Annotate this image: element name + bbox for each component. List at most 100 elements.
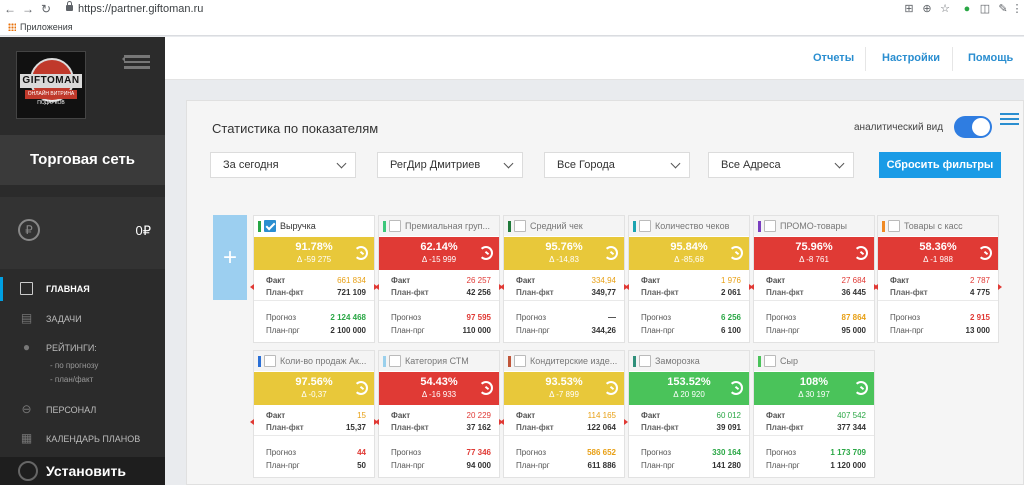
metric-checkbox[interactable] bbox=[764, 355, 776, 367]
sidebar-item-calendar[interactable]: ▦ КАЛЕНДАРЬ ПЛАНОВ bbox=[20, 431, 141, 445]
gauge-icon[interactable] bbox=[354, 246, 368, 260]
kpi-delta: Δ -7 899 bbox=[549, 390, 579, 399]
metric-checkbox[interactable] bbox=[639, 220, 651, 232]
metric-card-header[interactable]: Сыр bbox=[754, 351, 874, 371]
gauge-icon[interactable] bbox=[604, 246, 618, 260]
metric-card[interactable]: Товары с касс 58.36% Δ -1 988 Факт 2 787 План… bbox=[874, 215, 1002, 343]
reset-filters-button[interactable]: Сбросить фильтры bbox=[879, 152, 1001, 178]
analytic-view-toggle[interactable] bbox=[954, 116, 992, 138]
kpi-percent: 153.52% bbox=[667, 376, 711, 388]
metric-checkbox[interactable] bbox=[389, 355, 401, 367]
nav-settings[interactable]: Настройки bbox=[882, 52, 941, 64]
metric-checkbox[interactable] bbox=[514, 355, 526, 367]
nav-help[interactable]: Помощь bbox=[968, 52, 1014, 64]
ruble-icon: ₽ bbox=[18, 219, 40, 241]
gauge-icon[interactable] bbox=[729, 246, 743, 260]
nav-reports[interactable]: Отчеты bbox=[813, 52, 855, 64]
extension2-icon[interactable]: ◫ bbox=[979, 3, 991, 15]
metric-card[interactable]: Заморозка 153.52% Δ 20 920 Факт 60 012 План-ф… bbox=[628, 350, 750, 478]
translate-icon[interactable]: ⊞ bbox=[904, 3, 914, 15]
gauge-icon[interactable] bbox=[729, 381, 743, 395]
menu-dots-icon[interactable]: ⋮ bbox=[1011, 3, 1023, 15]
metric-card[interactable]: Сыр 108% Δ 30 197 Факт 407 542 План-фкт 377 34… bbox=[753, 350, 875, 478]
sidebar-sub-planfact[interactable]: - план/факт bbox=[50, 375, 94, 384]
gauge-icon[interactable] bbox=[479, 246, 493, 260]
metric-card-header[interactable]: Коли-во продаж Ак... bbox=[254, 351, 374, 371]
sidebar-sub-forecast[interactable]: - по прогнозу bbox=[50, 361, 99, 370]
gauge-icon[interactable] bbox=[354, 381, 368, 395]
plan-fact-value: 2 061 bbox=[720, 288, 741, 297]
metric-card-header[interactable]: Товары с касс bbox=[878, 216, 998, 236]
add-metric-button[interactable]: + bbox=[213, 215, 247, 300]
gauge-icon[interactable] bbox=[978, 246, 992, 260]
sidebar-item-main[interactable]: ГЛАВНАЯ bbox=[0, 277, 165, 301]
plan-fact-value: 36 445 bbox=[841, 288, 866, 297]
plan-fact-value: 122 064 bbox=[587, 423, 616, 432]
plan-prg-value: 95 000 bbox=[841, 326, 866, 335]
metric-card-header[interactable]: Выручка bbox=[254, 216, 374, 236]
metric-checkbox[interactable] bbox=[264, 355, 276, 367]
metric-card[interactable]: Выручка 91.78% Δ -59 275 Факт 661 834 План-фк… bbox=[250, 215, 378, 343]
star-icon[interactable]: ☆ bbox=[940, 3, 950, 15]
metric-card[interactable]: Категория СТМ 54.43% Δ -16 933 Факт 20 229 Пл… bbox=[375, 350, 503, 478]
plan-prg-label: План-прг bbox=[266, 326, 300, 335]
metric-card-header[interactable]: Кондитерские изде... bbox=[504, 351, 624, 371]
collapse-menu-icon[interactable] bbox=[122, 55, 150, 69]
metric-card[interactable]: ПРОМО-товары 75.96% Δ -8 761 Факт 27 684 План… bbox=[750, 215, 878, 343]
metric-card[interactable]: Коли-во продаж Ак... 97.56% Δ -0,37 Факт 15 П… bbox=[250, 350, 378, 478]
plan-prg-label: План-прг bbox=[890, 326, 924, 335]
back-icon[interactable]: ← bbox=[4, 2, 16, 16]
forecast-label: Прогноз bbox=[890, 313, 921, 322]
forecast-label: Прогноз bbox=[766, 448, 797, 457]
kpi-percent: 97.56% bbox=[295, 376, 333, 388]
extension-icon[interactable]: ● bbox=[963, 3, 971, 15]
sidebar: GIFTOMAN ОНЛАЙН ВИТРИНА ПОДАРКОВ Торгова… bbox=[0, 37, 165, 485]
forecast-label: Прогноз bbox=[516, 448, 547, 457]
giftoman-logo[interactable]: GIFTOMAN ОНЛАЙН ВИТРИНА ПОДАРКОВ bbox=[16, 51, 86, 119]
city-select[interactable]: Все Города bbox=[544, 152, 690, 178]
metric-card[interactable]: Премиальная груп... 62.14% Δ -15 999 Факт 26… bbox=[375, 215, 503, 343]
zoom-icon[interactable]: ⊕ bbox=[922, 3, 932, 15]
metric-card-header[interactable]: Категория СТМ bbox=[379, 351, 499, 371]
gauge-icon[interactable] bbox=[604, 381, 618, 395]
extension3-icon[interactable]: ✎ bbox=[998, 3, 1008, 15]
director-select[interactable]: РегДир Дмитриев bbox=[377, 152, 523, 178]
forecast-label: Прогноз bbox=[641, 448, 672, 457]
metric-checkbox[interactable] bbox=[888, 220, 900, 232]
metric-checkbox[interactable] bbox=[389, 220, 401, 232]
balance-block: ₽ 0₽ bbox=[0, 197, 165, 269]
forecast-value: 330 164 bbox=[712, 448, 741, 457]
sidebar-item-ratings[interactable]: ● РЕЙТИНГИ: bbox=[0, 336, 165, 360]
category-color-bar bbox=[633, 221, 636, 232]
metric-card-header[interactable]: Средний чек bbox=[504, 216, 624, 236]
bookmark-apps[interactable]: Приложения bbox=[20, 22, 73, 32]
gauge-icon[interactable] bbox=[479, 381, 493, 395]
divider bbox=[754, 435, 874, 436]
period-select[interactable]: За сегодня bbox=[210, 152, 356, 178]
apps-icon[interactable] bbox=[8, 23, 16, 31]
gauge-icon[interactable] bbox=[854, 246, 868, 260]
sidebar-item-staff[interactable]: ⊖ ПЕРСОНАЛ bbox=[21, 402, 97, 416]
plan-prg-label: План-прг bbox=[641, 461, 675, 470]
metric-card-header[interactable]: Количество чеков bbox=[629, 216, 749, 236]
metric-card-header[interactable]: ПРОМО-товары bbox=[754, 216, 874, 236]
metric-checkbox[interactable] bbox=[514, 220, 526, 232]
metric-card[interactable]: Кондитерские изде... 93.53% Δ -7 899 Факт 11… bbox=[500, 350, 628, 478]
address-bar[interactable]: https://partner.giftoman.ru bbox=[78, 3, 204, 15]
reload-icon[interactable]: ↻ bbox=[40, 2, 52, 16]
metric-card[interactable]: Средний чек 95.76% Δ -14,83 Факт 334,94 План-… bbox=[500, 215, 628, 343]
install-button[interactable]: Установить bbox=[0, 457, 165, 485]
plan-prg-label: План-прг bbox=[516, 461, 550, 470]
metric-card-header[interactable]: Премиальная груп... bbox=[379, 216, 499, 236]
metric-checkbox[interactable] bbox=[264, 220, 276, 232]
menu-icon[interactable] bbox=[1000, 113, 1019, 125]
metric-card-header[interactable]: Заморозка bbox=[629, 351, 749, 371]
metric-card[interactable]: Количество чеков 95.84% Δ -85,68 Факт 1 976 П… bbox=[625, 215, 753, 343]
forward-icon[interactable]: → bbox=[22, 2, 34, 16]
forecast-value: 586 652 bbox=[587, 448, 616, 457]
sidebar-item-tasks[interactable]: ▤ ЗАДАЧИ bbox=[20, 311, 82, 325]
gauge-icon[interactable] bbox=[854, 381, 868, 395]
metric-checkbox[interactable] bbox=[764, 220, 776, 232]
address-select[interactable]: Все Адреса bbox=[708, 152, 854, 178]
metric-checkbox[interactable] bbox=[639, 355, 651, 367]
